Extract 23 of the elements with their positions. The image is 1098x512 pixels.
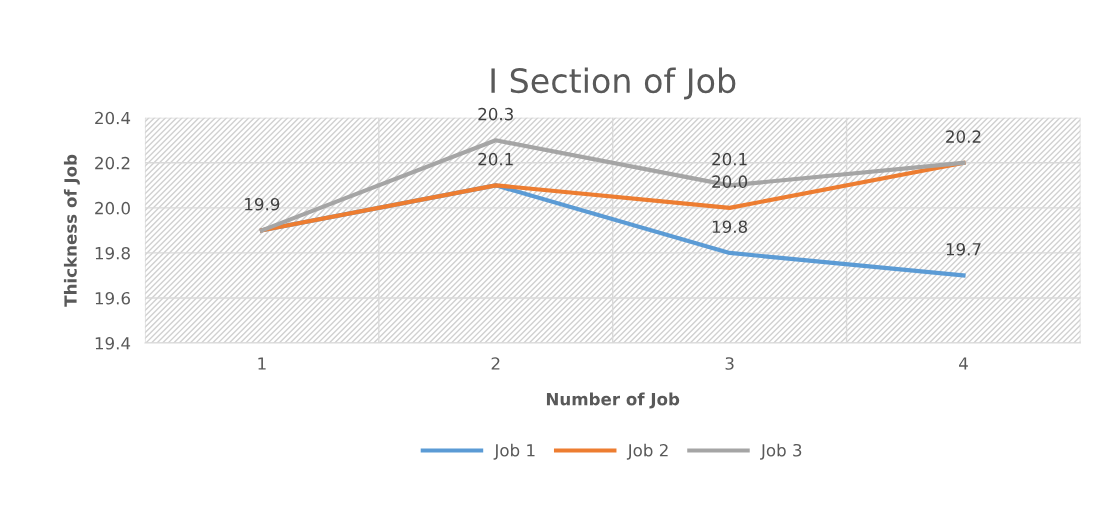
x-tick-label: 3 (725, 357, 734, 370)
y-tick-label: 19.4 (95, 337, 131, 350)
chart-title: I Section of Job (491, 67, 736, 100)
y-tick-label: 19.6 (95, 291, 130, 305)
y-tick-label: 20.4 (95, 111, 131, 125)
data-label: 20.3 (478, 107, 513, 121)
x-tick-label: 2 (491, 357, 500, 370)
data-label: 19.9 (245, 197, 280, 211)
y-axis-title: Thickness of Job (63, 154, 80, 307)
legend-label: Job 1 (493, 443, 535, 460)
data-label: 20.1 (712, 152, 747, 166)
data-label: 19.8 (712, 220, 748, 234)
y-tick-label: 20.0 (95, 201, 130, 215)
legend-label: Job 3 (760, 443, 802, 460)
x-tick-label: 4 (959, 357, 968, 370)
x-tick-label: 1 (258, 357, 266, 370)
y-tick-label: 19.8 (95, 246, 130, 260)
data-label: 20.2 (946, 130, 981, 143)
data-label: 20.1 (478, 152, 513, 166)
x-axis-title: Number of Job (546, 392, 680, 409)
data-label: 19.7 (946, 242, 981, 256)
legend-label: Job 2 (626, 443, 668, 460)
y-tick-label: 20.2 (95, 156, 130, 170)
